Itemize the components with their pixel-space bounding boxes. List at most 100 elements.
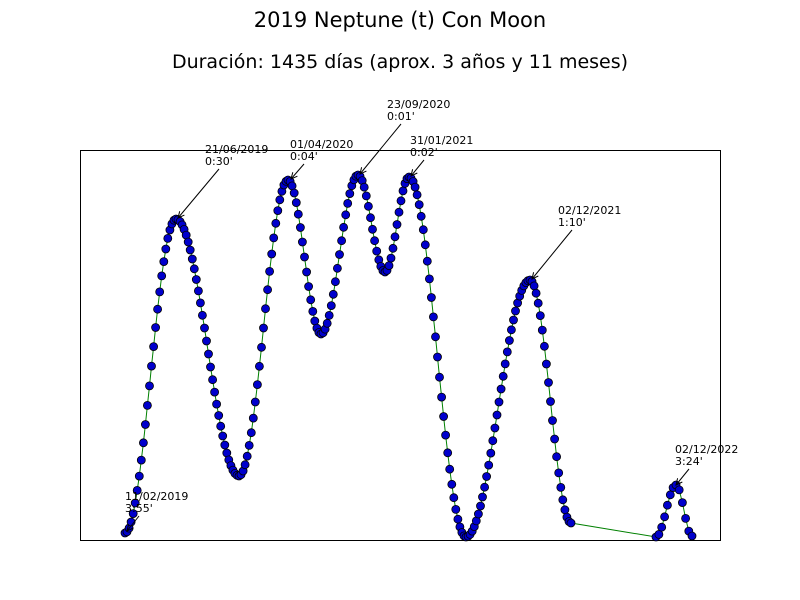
data-point [451, 504, 461, 514]
data-point [484, 460, 494, 470]
data-point [368, 224, 377, 234]
data-point [478, 492, 487, 502]
annotation-date: 21/06/2019 [205, 143, 268, 156]
data-point [509, 315, 518, 325]
data-point [542, 359, 551, 369]
annotation-arrow [531, 229, 573, 280]
data-point [410, 182, 420, 192]
data-point [157, 271, 167, 281]
annotation-arrow [675, 468, 690, 486]
data-point [248, 413, 258, 423]
data-point [275, 195, 285, 205]
data-point [422, 256, 432, 266]
data-point [412, 190, 422, 200]
data-point [244, 440, 254, 450]
data-point [361, 191, 371, 201]
data-point [163, 233, 173, 243]
data-point [263, 285, 273, 295]
data-point [159, 257, 169, 267]
data-point [304, 282, 314, 291]
data-point [273, 206, 283, 216]
data-point [193, 286, 203, 296]
data-point [130, 498, 140, 508]
data-point [476, 501, 485, 511]
annotation-value: 0:30' [205, 155, 233, 168]
data-point [687, 531, 697, 541]
data-point [420, 240, 430, 250]
data-point [443, 448, 453, 458]
data-point [392, 220, 402, 229]
data-point [424, 274, 434, 284]
annotation-date: 02/12/2021 [558, 204, 621, 217]
data-point [293, 209, 303, 219]
data-point [546, 397, 555, 406]
data-point [560, 505, 570, 515]
data-point [453, 514, 463, 524]
data-point [678, 498, 687, 508]
data-point [437, 392, 447, 402]
annotation-arrow [126, 515, 140, 532]
data-point [147, 361, 156, 371]
data-point [490, 423, 500, 433]
data-point [250, 397, 260, 407]
data-point [214, 411, 224, 420]
data-point [447, 479, 457, 489]
data-point [372, 246, 382, 256]
data-point [504, 336, 514, 345]
data-point [332, 263, 342, 273]
data-point [654, 530, 664, 539]
annotation-value: 1:10' [558, 216, 586, 229]
data-point [191, 275, 201, 284]
data-point [548, 416, 557, 425]
data-point [500, 359, 510, 369]
data-point [297, 237, 307, 247]
data-point [289, 188, 299, 198]
annotation-arrowhead [177, 211, 185, 219]
plot-frame [80, 150, 721, 541]
data-point [252, 380, 262, 390]
data-point [345, 189, 355, 199]
data-point [492, 410, 502, 420]
data-point [254, 361, 264, 371]
annotation-arrowhead [126, 524, 134, 532]
data-point [428, 312, 438, 322]
data-point [366, 213, 375, 223]
data-point [216, 421, 226, 431]
data-point [533, 298, 543, 308]
data-point [246, 428, 256, 438]
data-point [535, 311, 545, 321]
annotation-arrow [177, 168, 220, 219]
annotation-arrowhead [410, 169, 418, 177]
data-point [326, 301, 336, 311]
data-point [200, 323, 209, 333]
data-point [511, 306, 520, 316]
data-point [660, 512, 669, 522]
annotation-date: 01/04/2020 [290, 138, 353, 151]
data-point [210, 387, 220, 397]
series [120, 170, 697, 542]
annotation-arrowhead [531, 272, 539, 280]
data-point [306, 295, 316, 305]
data-point [550, 434, 559, 444]
data-point [418, 225, 428, 235]
data-point [197, 310, 207, 320]
data-point [506, 325, 516, 335]
data-point [390, 232, 400, 242]
data-point [183, 237, 193, 247]
data-point [308, 306, 318, 316]
data-point [482, 472, 492, 481]
data-point [302, 267, 312, 277]
data-point [537, 325, 547, 335]
data-point [681, 514, 690, 523]
annotation-date: 11/02/2019 [125, 490, 188, 503]
data-point [220, 440, 230, 450]
data-point [337, 236, 347, 246]
data-point [208, 375, 218, 385]
data-point [486, 448, 496, 458]
data-point [206, 362, 215, 372]
